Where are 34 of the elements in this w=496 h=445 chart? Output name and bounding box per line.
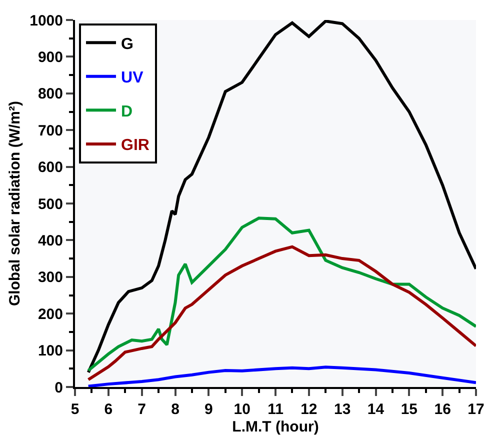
line-series <box>86 366 476 387</box>
x-tick-label: 12 <box>300 401 318 418</box>
x-tick-label: 17 <box>468 401 484 418</box>
y-tick-label: 1000 <box>30 12 63 30</box>
x-tick-label: 7 <box>138 401 146 418</box>
x-tick-label: 6 <box>104 401 113 418</box>
y-tick-label: 600 <box>38 159 63 176</box>
x-tick-label: 14 <box>367 401 385 418</box>
line-series <box>86 20 476 374</box>
x-tick-label: 9 <box>204 401 213 418</box>
legend-label: GIR <box>121 137 150 154</box>
line-series <box>86 216 476 372</box>
y-tick-label: 100 <box>38 342 63 360</box>
legend-label: UV <box>121 70 144 87</box>
y-axis-title: Global solar radiation (W/m²) <box>6 100 24 306</box>
y-tick-label: 0 <box>54 379 63 396</box>
x-tick-label: 15 <box>400 401 418 418</box>
y-tick-label: 800 <box>38 86 63 103</box>
legend-label: G <box>121 36 134 53</box>
x-tick-label: 13 <box>334 401 351 418</box>
y-tick-label: 500 <box>38 196 63 213</box>
y-tick-label: 400 <box>38 232 63 250</box>
y-tick-label: 200 <box>38 306 63 323</box>
x-tick-label: 8 <box>171 401 180 418</box>
y-tick-label: 900 <box>38 48 63 66</box>
x-tick-label: 16 <box>434 401 451 418</box>
y-tick-label: 700 <box>38 122 63 140</box>
x-tick-label: 10 <box>234 401 250 418</box>
x-tick-label: 11 <box>268 401 284 418</box>
x-tick-label: 5 <box>70 401 80 418</box>
x-axis-title: L.M.T (hour) <box>232 418 319 436</box>
legend-label: D <box>121 103 133 120</box>
line-series <box>86 245 476 382</box>
y-tick-label: 300 <box>38 269 63 286</box>
